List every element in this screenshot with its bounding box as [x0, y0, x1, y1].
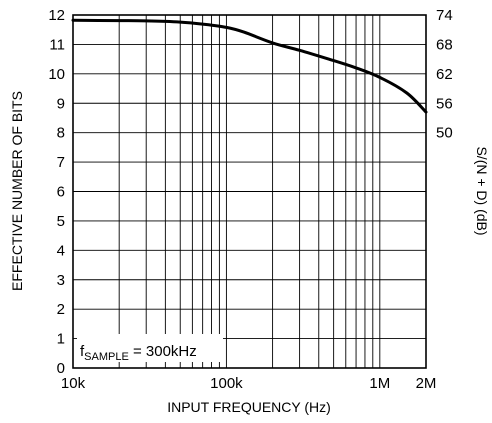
y-tick-label: 0	[57, 360, 65, 377]
series-line-group	[71, 18, 428, 114]
y-tick-label: 6	[57, 184, 65, 201]
y-tick-label: 12	[48, 7, 65, 24]
y-tick-label: 1	[57, 331, 65, 348]
y2-tick-label: 50	[436, 125, 453, 142]
sample-rate-annotation: fSAMPLE = 300kHz	[80, 343, 197, 363]
x-axis-title: INPUT FREQUENCY (Hz)	[167, 399, 331, 415]
y-tick-label: 8	[57, 125, 65, 142]
y-tick-label: 2	[57, 301, 65, 318]
x-tick-label: 10k	[61, 375, 86, 392]
y2-tick-labels: 50 56 62 68 74	[436, 7, 453, 142]
y2-tick-label: 62	[436, 66, 453, 83]
x-tick-labels: 10k 100k 1M 2M	[61, 375, 437, 392]
y-axis-title: EFFECTIVE NUMBER OF BITS	[9, 91, 25, 291]
y2-tick-label: 56	[436, 95, 453, 112]
y2-axis-title: S/(N + D) (dB)	[474, 146, 490, 235]
x-tick-label: 100k	[210, 375, 243, 392]
y2-tick-label: 74	[436, 7, 453, 24]
plot-frame	[72, 14, 427, 369]
series-line	[71, 18, 428, 114]
y-tick-label: 10	[48, 66, 65, 83]
y-tick-label: 11	[49, 36, 65, 53]
annotation-box	[77, 334, 223, 362]
y-tick-label: 4	[57, 242, 65, 259]
x-tick-label: 1M	[369, 375, 390, 392]
y-tick-label: 9	[57, 95, 65, 112]
annotation-suffix: = 300kHz	[129, 343, 197, 360]
x-tick-label: 2M	[416, 375, 437, 392]
y-tick-label: 7	[57, 154, 65, 171]
annotation-subscript: SAMPLE	[84, 351, 129, 363]
y2-tick-label: 68	[436, 36, 453, 53]
y-tick-label: 3	[57, 272, 65, 289]
grid	[73, 15, 426, 368]
y-tick-label: 5	[57, 213, 65, 230]
annotation-prefix: f	[80, 343, 85, 360]
